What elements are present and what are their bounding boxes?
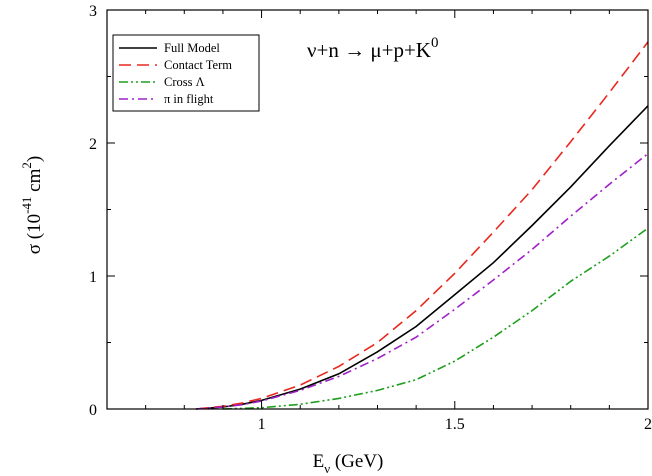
series-line-in-flight xyxy=(195,152,649,410)
y-label-cm: cm xyxy=(24,168,45,196)
title-mu: μ xyxy=(370,38,381,62)
legend-entries: Full Model Contact Term Cross Λ π in flight xyxy=(119,41,232,106)
legend: Full Model Contact Term Cross Λ π in flight xyxy=(112,34,260,112)
title-plus-n: +n → xyxy=(317,38,371,62)
x-label-e: E xyxy=(313,451,325,472)
title-nu: ν xyxy=(307,38,317,62)
reaction-title: ν+n → μ+p+K0 xyxy=(307,35,438,62)
x-tick-label: 1 xyxy=(258,416,266,433)
y-tick-label: 3 xyxy=(89,3,97,20)
legend-label-in-flight: π in flight xyxy=(164,92,214,106)
legend-label-contact-term: Contact Term xyxy=(164,58,232,72)
y-label-sigma: σ xyxy=(24,244,45,254)
y-label-open: (10 xyxy=(24,214,45,244)
series-line-cross xyxy=(222,227,649,410)
y-tick-label: 0 xyxy=(89,402,97,419)
x-label-unit: (GeV) xyxy=(330,451,383,472)
title-k-superscript: 0 xyxy=(431,35,439,51)
y-tick-label: 1 xyxy=(89,269,97,286)
y-label-exp1: -41 xyxy=(19,197,34,214)
series-line-contact-term xyxy=(195,41,649,410)
axis-ticks: 1 1.5 2 0 1 2 3 xyxy=(89,3,652,433)
y-label-close: ) xyxy=(24,156,45,162)
series-line-full-model xyxy=(195,105,649,410)
x-axis-label: Eν (GeV) xyxy=(313,451,384,476)
x-label-sub: ν xyxy=(324,461,330,476)
x-tick-label: 2 xyxy=(644,416,652,433)
plot-lines xyxy=(195,41,649,410)
title-plus-p-k: +p+K xyxy=(382,38,431,62)
x-tick-label: 1.5 xyxy=(445,416,465,433)
y-tick-label: 2 xyxy=(89,136,97,153)
legend-label-cross: Cross Λ xyxy=(164,75,205,89)
y-label-exp2: 2 xyxy=(19,162,34,169)
legend-label-full-model: Full Model xyxy=(164,41,220,55)
y-axis-label: σ (10-41 cm2) xyxy=(19,156,45,254)
